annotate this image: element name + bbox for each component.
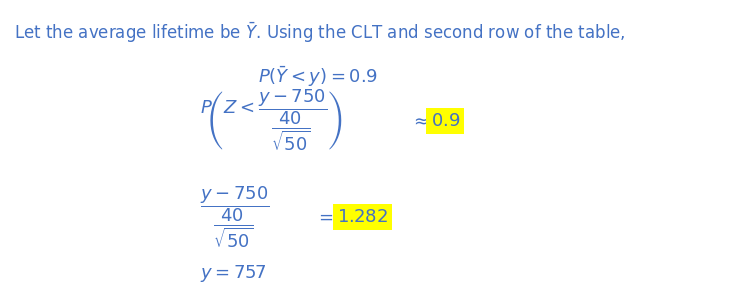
Text: $\approx$: $\approx$ (410, 112, 429, 130)
Text: $0.9$: $0.9$ (430, 112, 460, 130)
Text: $y = 757$: $y = 757$ (200, 263, 267, 284)
Text: $1.282$: $1.282$ (337, 208, 388, 226)
Text: $P(\bar{Y} < y) = 0.9$: $P(\bar{Y} < y) = 0.9$ (258, 64, 377, 89)
Text: $P\!\left( Z < \dfrac{y - 750}{\dfrac{40}{\sqrt{50}}} \right)$: $P\!\left( Z < \dfrac{y - 750}{\dfrac{40… (200, 88, 343, 153)
Text: Let the average lifetime be $\bar{Y}$. Using the CLT and second row of the table: Let the average lifetime be $\bar{Y}$. U… (14, 20, 625, 45)
Text: $=$: $=$ (315, 208, 334, 226)
Text: $\dfrac{y - 750}{\dfrac{40}{\sqrt{50}}}$: $\dfrac{y - 750}{\dfrac{40}{\sqrt{50}}}$ (200, 184, 270, 249)
